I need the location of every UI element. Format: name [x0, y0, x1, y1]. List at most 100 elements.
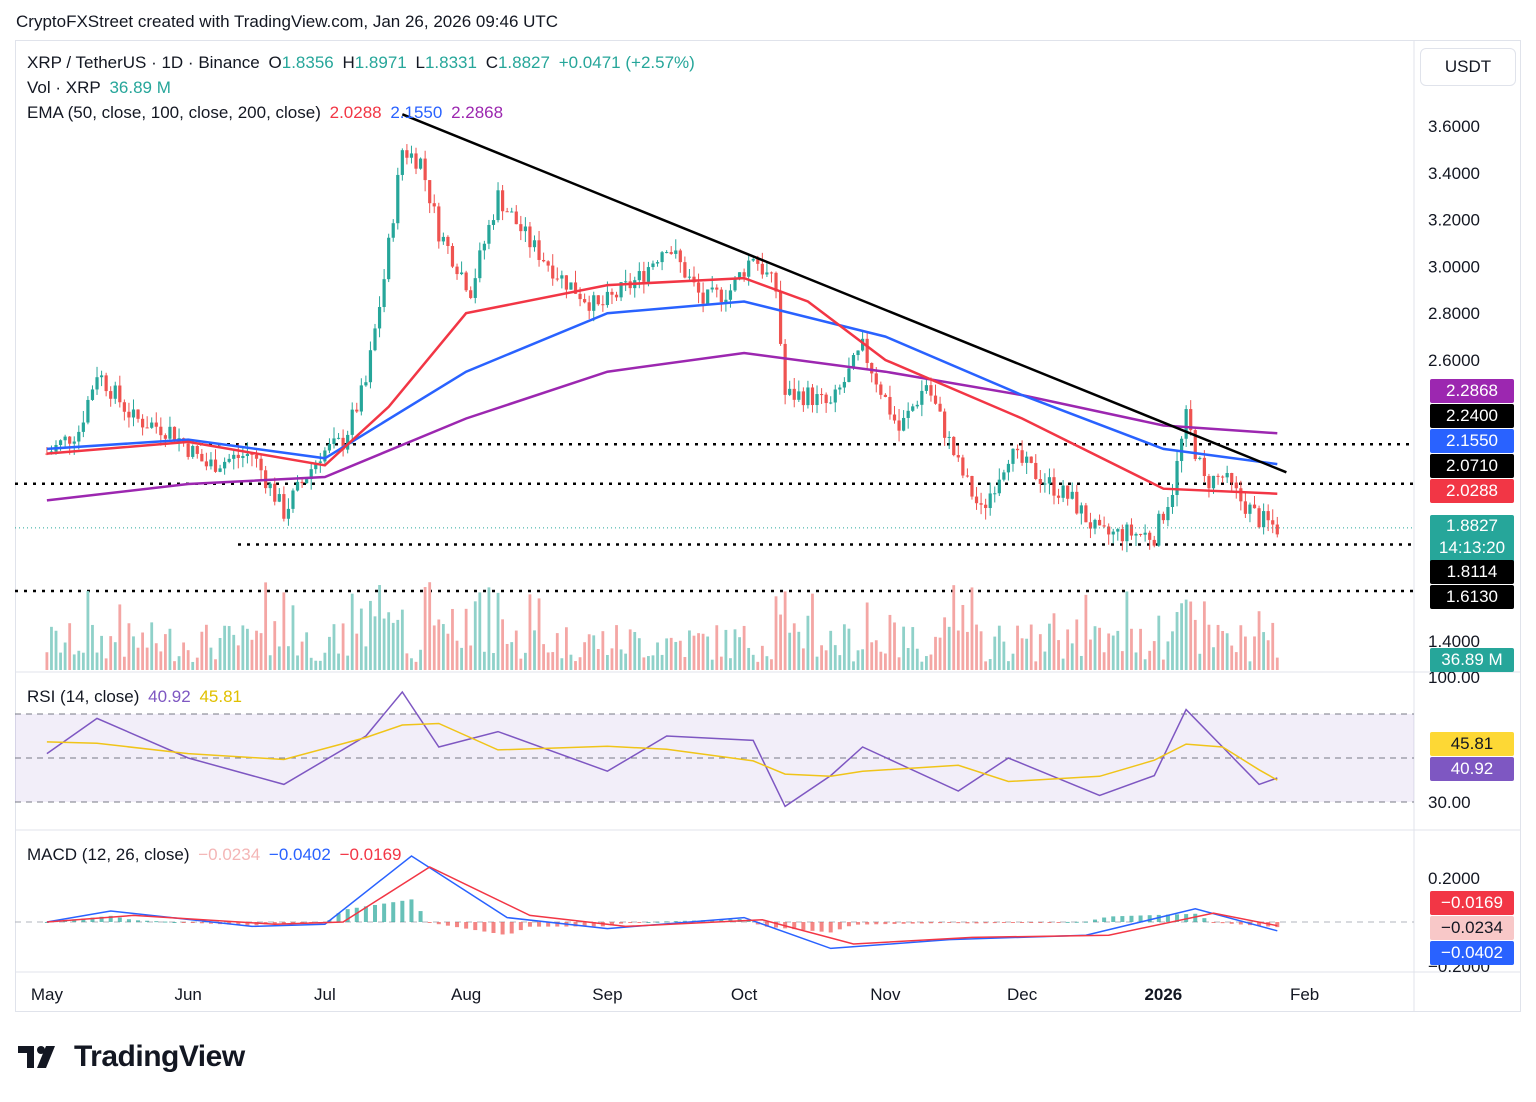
volume-bar	[770, 659, 773, 670]
candle-body	[1084, 505, 1088, 523]
volume-bar	[975, 624, 978, 670]
candle-body	[883, 394, 887, 397]
candle-body	[961, 457, 965, 476]
volume-bar	[811, 593, 814, 670]
rsi-legend: RSI (14, close) 40.92 45.81	[27, 687, 246, 707]
candle-body	[564, 275, 568, 290]
volume-bar	[277, 646, 281, 670]
candle-body	[90, 389, 95, 400]
macd-hist-bar	[1193, 913, 1198, 922]
ema200-value: 2.2868	[451, 103, 504, 122]
volume-bar	[542, 644, 546, 670]
candle-body	[113, 385, 117, 399]
candle-body	[58, 440, 63, 446]
volume-bar	[150, 622, 154, 670]
volume-bar	[1198, 653, 1202, 670]
candle-body	[710, 287, 714, 290]
price-tag: 2.2400	[1430, 404, 1514, 428]
macd-hist-bar	[418, 911, 423, 922]
candles	[45, 144, 1279, 553]
volume-bar	[355, 633, 359, 670]
volume-bar	[1212, 647, 1215, 670]
macd-hist-bar	[172, 922, 177, 923]
volume-bar	[1230, 645, 1234, 670]
candle-body	[377, 306, 382, 329]
brand-name: TradingView	[74, 1040, 245, 1073]
volume-bar	[296, 655, 299, 670]
macd-hist-bar	[865, 922, 870, 925]
price-tick-label: 2.6000	[1428, 351, 1480, 370]
macd-hist-bar	[637, 922, 642, 923]
volume-bar	[1271, 622, 1275, 670]
candle-body	[1184, 409, 1188, 439]
candle-body	[500, 190, 505, 212]
volume-bars	[45, 582, 1279, 670]
volume-bar	[1011, 653, 1015, 670]
volume-bar	[428, 582, 432, 670]
volume-bar	[1221, 631, 1225, 670]
volume-bar	[496, 592, 500, 670]
volume-bar	[546, 652, 550, 670]
candle-body	[1248, 504, 1252, 514]
volume-bar	[947, 626, 951, 670]
candle-body	[943, 411, 947, 438]
macd-hist-bar	[445, 922, 450, 926]
candle-body	[1066, 485, 1070, 499]
ema100-line	[46, 300, 1278, 466]
macd-hist-bar	[646, 922, 651, 923]
macd-hist-bar	[1238, 922, 1243, 925]
candle-body	[1107, 526, 1111, 535]
currency-button[interactable]: USDT	[1420, 48, 1516, 86]
volume-bar	[1248, 661, 1252, 670]
descending-trendline	[401, 113, 1287, 474]
candle-body	[1198, 457, 1202, 460]
rsi-tick-label: 100.00	[1428, 668, 1480, 687]
candle-body	[359, 385, 363, 412]
price-tick-label: 1.4000	[1428, 632, 1480, 651]
candle-body	[783, 343, 787, 395]
time-tick-label: Sep	[592, 985, 622, 1004]
candle-body	[1243, 501, 1247, 514]
candle-body	[1097, 519, 1102, 526]
volume-bar	[1002, 641, 1006, 670]
macd-signal-line	[46, 866, 1278, 945]
candle-body	[409, 153, 414, 158]
candle-body	[993, 493, 997, 495]
candle-body	[892, 414, 897, 421]
candle-body	[696, 282, 701, 293]
volume-bar	[328, 636, 331, 670]
volume-bar	[236, 645, 240, 670]
volume-bar	[182, 642, 186, 670]
close-value: 1.8827	[497, 53, 550, 72]
candle-body	[724, 299, 728, 303]
volume-bar	[838, 655, 842, 670]
candle-body	[1061, 485, 1065, 498]
time-tick-label: 2026	[1144, 985, 1182, 1004]
macd-hist-bar	[336, 913, 341, 922]
volume-bar	[674, 641, 678, 670]
volume-bar	[122, 656, 126, 670]
volume-bar	[633, 631, 637, 670]
candle-body	[236, 454, 240, 458]
volume-bar	[615, 625, 618, 670]
candle-body	[131, 409, 136, 418]
volume-bar	[209, 647, 213, 670]
candle-body	[532, 240, 537, 248]
candle-body	[851, 355, 856, 369]
candle-body	[455, 266, 459, 275]
volume-bar	[91, 624, 94, 670]
volume-bar	[1243, 636, 1247, 670]
volume-bar	[113, 642, 117, 670]
macd-hist-bar	[846, 922, 851, 927]
volume-bar	[929, 654, 933, 670]
volume-bar	[378, 585, 381, 670]
candle-body	[104, 375, 108, 392]
rsi-value: 40.92	[148, 687, 191, 706]
macd-hist-bar	[1083, 921, 1088, 923]
candle-body	[938, 403, 942, 412]
volume-bar	[1116, 630, 1120, 670]
candle-body	[888, 396, 892, 415]
candle-body	[847, 368, 851, 382]
volume-bar	[414, 661, 418, 670]
